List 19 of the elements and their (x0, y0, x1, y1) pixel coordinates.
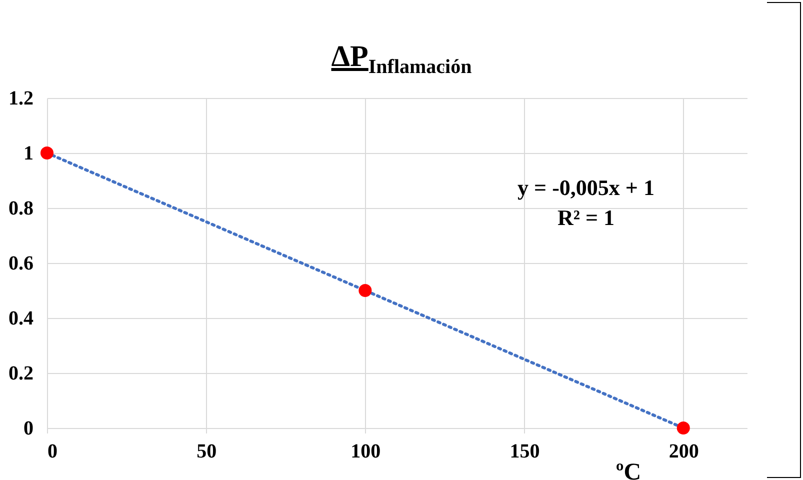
y-tick-label: 0 (24, 418, 34, 440)
y-tick-label: 0.2 (8, 362, 34, 384)
x-tick-label: 100 (350, 440, 381, 462)
annotation: R² = 1 (557, 205, 615, 230)
x-tick-label: 0 (48, 440, 58, 462)
point (358, 284, 372, 298)
y-tick-label: 1.2 (8, 88, 34, 110)
x-axis-title: ºC (616, 460, 642, 480)
annotation: y = -0,005x + 1 (518, 175, 654, 200)
chart-title: ΔP$_{Inflamación}$ (331, 40, 472, 78)
point (40, 146, 54, 160)
y-tick-label: 1 (24, 142, 34, 164)
y-tick-label: 0.4 (8, 308, 34, 330)
point (676, 421, 690, 435)
y-tick-label: 0.6 (8, 252, 34, 274)
x-tick-label: 200 (668, 440, 699, 462)
y-tick-label: 0.8 (8, 198, 34, 220)
x-tick-label: 150 (510, 440, 540, 462)
x-tick-label: 50 (196, 440, 217, 462)
